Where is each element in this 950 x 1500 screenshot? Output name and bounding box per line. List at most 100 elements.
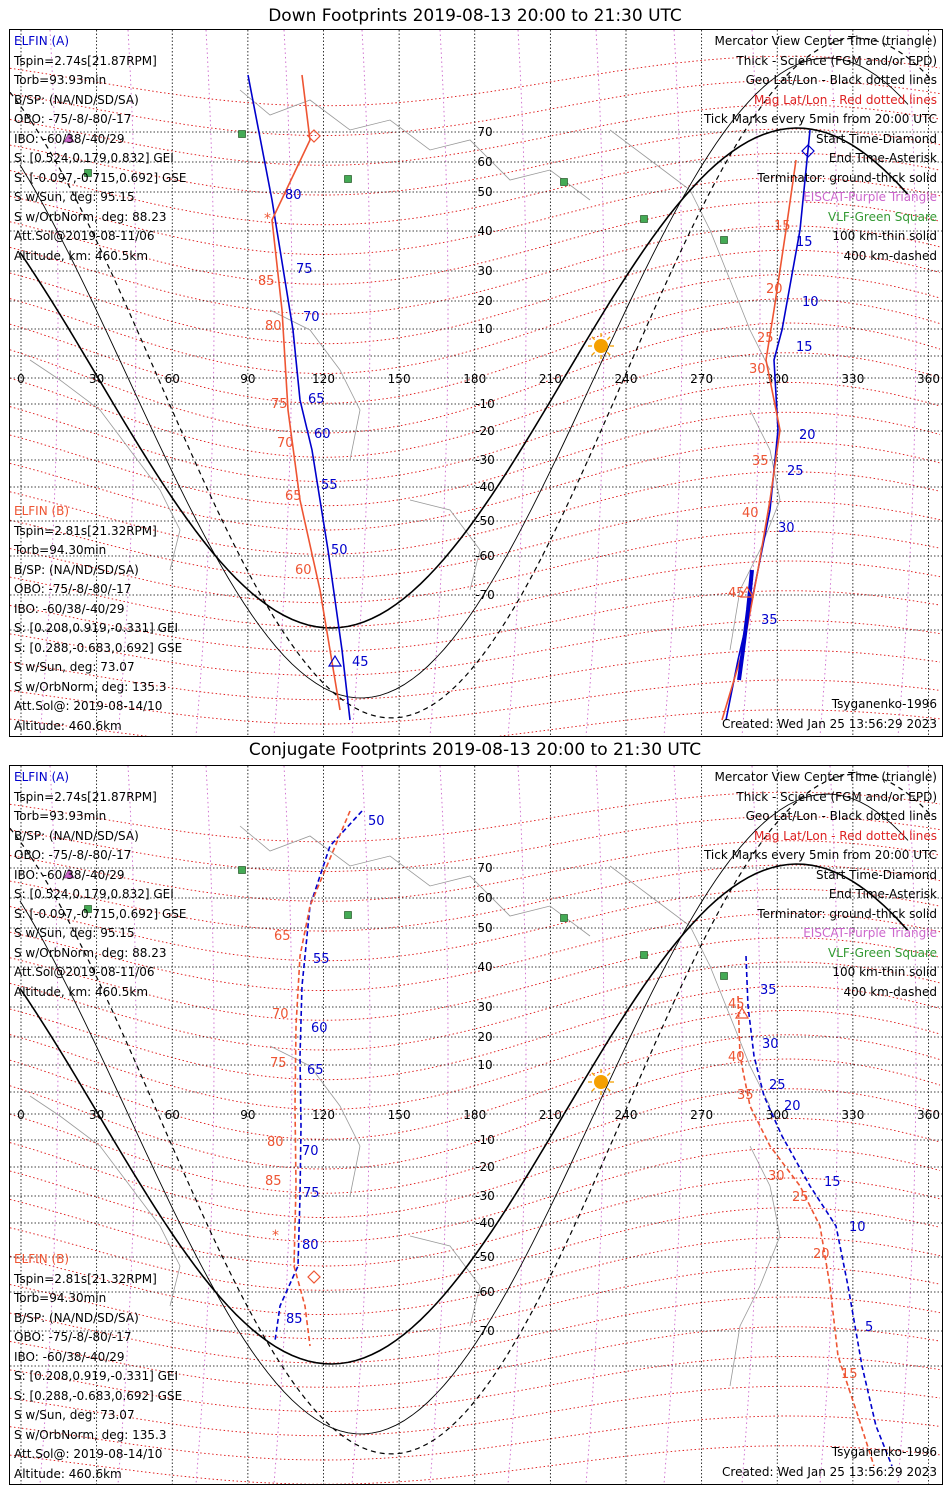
legend-center: Mercator View Center Time (triangle) [714, 770, 937, 784]
elfin-a-tick-label: 55 [313, 952, 330, 967]
mag-lat-line [10, 471, 941, 555]
elfin-b-sun: S w/Sun, deg: 73.07 [14, 1408, 135, 1422]
mag-lon-line [351, 30, 371, 736]
mag-lat-line [10, 1207, 941, 1291]
mag-lat-line [10, 1385, 941, 1437]
elfin-a-tick-label: 80 [285, 188, 302, 203]
elfin-b-info-down: ELFIN (B) Tspin=2.81s[21.32RPM] Torb=94.… [14, 502, 182, 736]
elfin-b-attsol: Att.Sol@: 2019-08-14/10 [14, 699, 163, 713]
mag-lon-line [819, 30, 839, 736]
elfin-b-tick-label: 35 [752, 454, 769, 469]
legend-400km: 400 km-dashed [843, 984, 937, 999]
legend-term: Terminator: ground-thick solid [757, 906, 937, 921]
lat-tick-label: 60 [477, 155, 492, 169]
elfin-b-tick-label: 15 [841, 1367, 858, 1382]
elfin-a-tick-label: 15 [796, 235, 813, 250]
elfin-a-obo: OBO: -75/-8/-80/-17 [14, 848, 132, 862]
mag-lon-line [897, 766, 917, 1484]
elfin-a-altitude: Altitude, km: 460.5km [14, 984, 149, 999]
lon-tick-label: 60 [165, 372, 180, 386]
mag-lat-line [10, 961, 941, 1051]
elfin-b-torb: Torb=94.30min [14, 543, 107, 557]
lon-tick-label: 120 [312, 372, 335, 386]
elfin-a-tick-label: 15 [796, 340, 813, 355]
elfin-a-tick-label: 35 [760, 983, 777, 998]
coastline [729, 409, 781, 651]
coastline [409, 1235, 481, 1327]
elfin-b-tick-label: 30 [749, 362, 766, 377]
elfin-b-altitude: Altitude: 460.6km [14, 1466, 122, 1481]
elfin-a-torb: Torb=93.93min [14, 73, 107, 87]
sun-ray [591, 1072, 596, 1077]
lon-tick-label: 120 [312, 1108, 335, 1122]
elfin-b-s-gei: S: [0.208,0.919,-0.331] GEI [14, 621, 179, 635]
sun-ray [606, 1072, 611, 1077]
mag-lat-line [10, 1445, 941, 1484]
lat-tick-label: -60 [475, 549, 495, 563]
mag-lat-line [10, 411, 941, 507]
elfin-a-tick-label: 20 [799, 428, 816, 443]
start-diamond-marker [801, 144, 815, 158]
lat-tick-label: -10 [475, 397, 495, 411]
mag-lat-line [10, 620, 941, 676]
terminator-ground [19, 127, 909, 629]
start-diamond-marker [307, 1270, 321, 1284]
elfin-b-orbnorm: S w/OrbNorm, deg: 135.3 [14, 679, 167, 694]
elfin-a-obo: OBO: -75/-8/-80/-17 [14, 112, 132, 126]
mag-lat-line [10, 679, 941, 725]
model-name: Tsyganenko-1996 [831, 697, 937, 711]
elfin-a-tick-label: 15 [824, 1175, 841, 1190]
lon-tick-label: 90 [240, 372, 255, 386]
legend-start: Start Time-Diamond [815, 867, 937, 882]
lon-tick-label: 210 [539, 372, 562, 386]
mag-lat-line [10, 1034, 941, 1140]
elfin-b-bsp: B/SP: (NA/ND/SD/SA) [14, 1310, 139, 1325]
elfin-b-tick-label: 85 [258, 274, 275, 289]
mag-lon-line [507, 766, 527, 1484]
elfin-b-tspin: Tspin=2.81s[21.32RPM] [14, 1271, 157, 1286]
elfin-a-tspin: Tspin=2.74s[21.87RPM] [14, 789, 157, 804]
legend-term: Terminator: ground-thick solid [757, 170, 937, 185]
legend-vlf: VLF-Green Square [828, 209, 937, 224]
elfin-b-track-west [293, 810, 351, 1347]
end-asterisk-marker: * [264, 211, 271, 227]
elfin-b-tick-label: 85 [265, 1174, 282, 1189]
terminator-100km [19, 793, 909, 1435]
mag-lat-line [10, 1058, 941, 1170]
lat-tick-label: -20 [475, 1160, 495, 1174]
coastline [239, 89, 591, 201]
vlf-station-marker [640, 951, 648, 959]
elfin-b-tick-label: 65 [274, 929, 291, 944]
lon-tick-label: 360 [917, 372, 940, 386]
legend-center: Mercator View Center Time (triangle) [714, 34, 937, 48]
elfin-a-tick-label: 5 [865, 1320, 873, 1335]
elfin-a-tick-label: 45 [352, 655, 369, 670]
lat-tick-label: 30 [477, 1000, 492, 1014]
legend-mag: Mag Lat/Lon - Red dotted lines [753, 828, 937, 843]
elfin-b-tick-label: 80 [265, 319, 282, 334]
mag-lat-line [10, 560, 941, 628]
elfin-a-tick-label: 10 [802, 295, 819, 310]
elfin-a-tick-label: 60 [314, 427, 331, 442]
mag-lat-line [10, 1147, 941, 1243]
model-created-conjugate: Tsyganenko-1996 Created: Wed Jan 25 13:5… [722, 1443, 937, 1482]
elfin-a-bsp: B/SP: (NA/ND/SD/SA) [14, 828, 139, 843]
mag-lon-line [663, 766, 683, 1484]
lon-tick-label: 210 [539, 1108, 562, 1122]
vlf-station-marker [238, 866, 246, 874]
elfin-a-tick-label: 50 [368, 814, 385, 829]
elfin-a-tick-label: 80 [302, 1238, 319, 1253]
elfin-b-info-conjugate: ELFIN (B) Tspin=2.81s[21.32RPM] Torb=94.… [14, 1250, 182, 1484]
elfin-a-tick-label: 65 [308, 392, 325, 407]
coastline [729, 1145, 781, 1387]
lat-tick-label: 20 [477, 294, 492, 308]
elfin-b-sun: S w/Sun, deg: 73.07 [14, 660, 135, 674]
created-timestamp: Created: Wed Jan 25 13:56:29 2023 [722, 1464, 937, 1479]
lon-tick-label: 150 [388, 1108, 411, 1122]
elfin-a-sun: S w/Sun, deg: 95.15 [14, 926, 135, 940]
elfin-a-tick-label: 20 [784, 1099, 801, 1114]
coastline [409, 499, 481, 591]
mag-lon-line [585, 766, 605, 1484]
elfin-b-tick-label: 40 [728, 1050, 745, 1065]
lat-tick-label: -40 [475, 480, 495, 494]
